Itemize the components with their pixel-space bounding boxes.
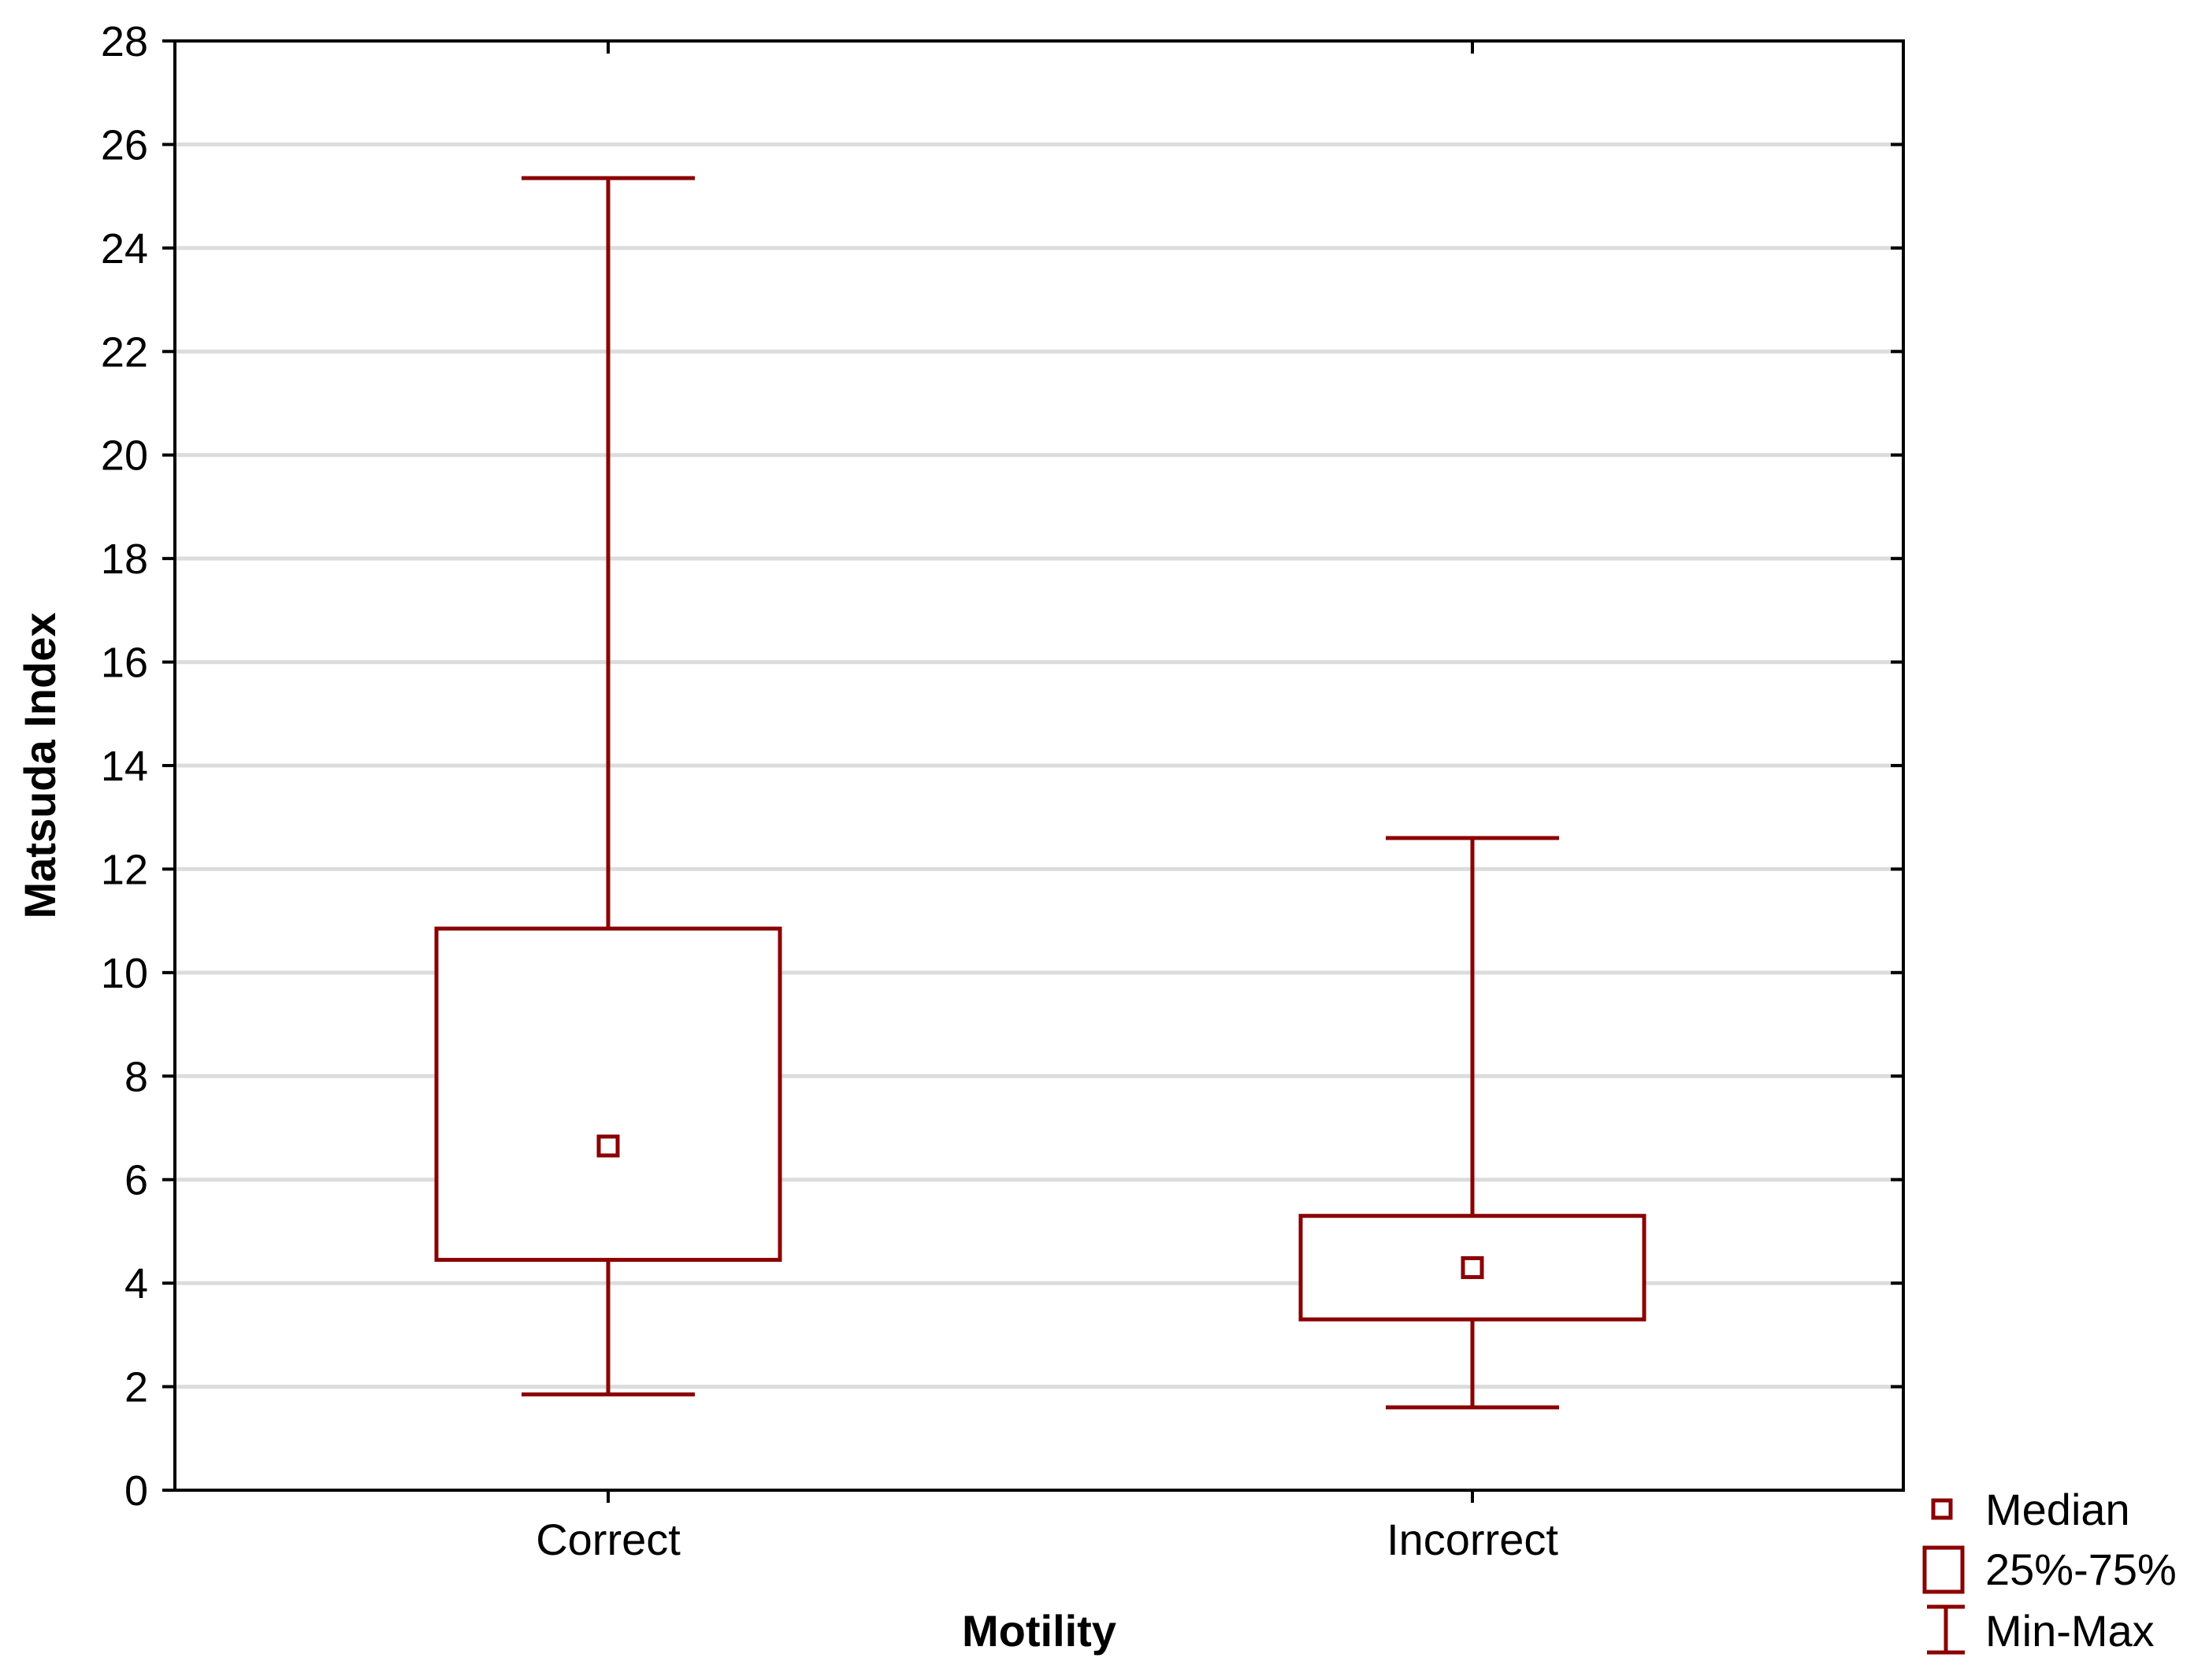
box-correct	[434, 176, 782, 1396]
y-tick-label: 28	[101, 18, 148, 65]
legend-whisker-label: Min-Max	[1985, 1606, 2155, 1656]
y-tick-label: 0	[124, 1467, 148, 1515]
y-axis-title: Matsuda Index	[15, 613, 65, 919]
legend-box-label: 25%-75%	[1985, 1545, 2177, 1594]
x-category-label: Correct	[536, 1515, 681, 1564]
y-tick-label: 8	[124, 1053, 148, 1100]
y-tick-label: 26	[101, 121, 148, 169]
y-tick-label: 14	[101, 743, 148, 790]
y-tick-label: 22	[101, 328, 148, 376]
legend-whisker-icon	[1927, 1604, 1965, 1655]
gridlines	[175, 142, 1903, 1389]
y-tick-label: 12	[101, 846, 148, 893]
y-tick-label: 18	[101, 536, 148, 583]
y-tick-label: 2	[124, 1364, 148, 1411]
legend-median-label: Median	[1985, 1485, 2130, 1534]
y-tick-label: 16	[101, 640, 148, 687]
y-tick-label: 4	[124, 1260, 148, 1307]
x-axis-title: Motility	[962, 1606, 1116, 1656]
median-marker	[596, 1134, 620, 1158]
boxes	[434, 176, 1647, 1410]
legend: Median 25%-75% Min-Max	[1922, 1485, 2177, 1656]
legend-box-icon	[1922, 1545, 1965, 1594]
y-tick-label: 10	[101, 950, 148, 997]
iqr-box	[1298, 1214, 1647, 1322]
median-marker	[1461, 1255, 1484, 1279]
legend-median-icon	[1931, 1498, 1953, 1520]
y-tick-label: 24	[101, 225, 148, 273]
iqr-box	[434, 926, 782, 1263]
y-tick-label: 6	[124, 1157, 148, 1204]
box-incorrect	[1298, 836, 1647, 1410]
x-category-label: Incorrect	[1387, 1515, 1558, 1564]
y-tick-label: 20	[101, 432, 148, 480]
